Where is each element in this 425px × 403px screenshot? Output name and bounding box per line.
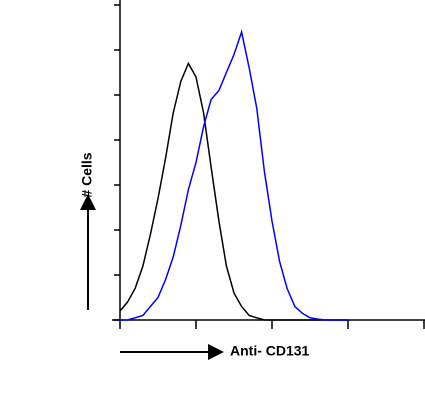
x-axis-label: Anti- CD131 xyxy=(230,343,310,359)
histogram-line xyxy=(119,61,348,321)
y-axis-label: # Cells xyxy=(79,152,95,197)
histogram-line xyxy=(120,29,348,321)
